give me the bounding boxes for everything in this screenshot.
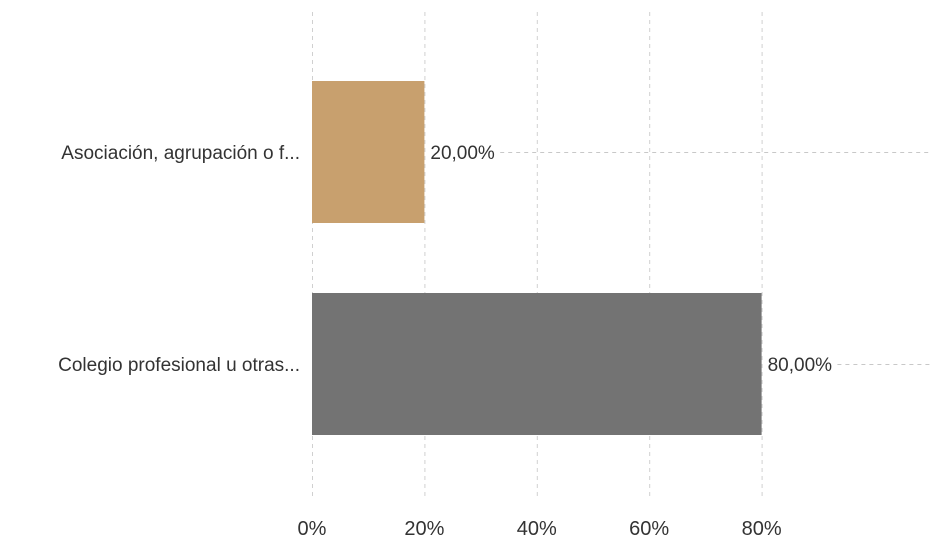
x-tick-label-60: 60%	[629, 518, 669, 539]
x-tick-label-20: 20%	[404, 518, 444, 539]
x-tick-label-0: 0%	[298, 518, 327, 539]
category-label-1: Asociación, agrupación o f...	[61, 143, 300, 164]
category-label-2: Colegio profesional u otras...	[58, 355, 300, 376]
x-tick-label-40: 40%	[517, 518, 557, 539]
value-label-2: 80,00%	[768, 355, 833, 376]
bar-2	[312, 293, 762, 435]
bar-1	[312, 81, 425, 223]
x-tick-label-80: 80%	[742, 518, 782, 539]
value-label-1: 20,00%	[430, 143, 495, 164]
